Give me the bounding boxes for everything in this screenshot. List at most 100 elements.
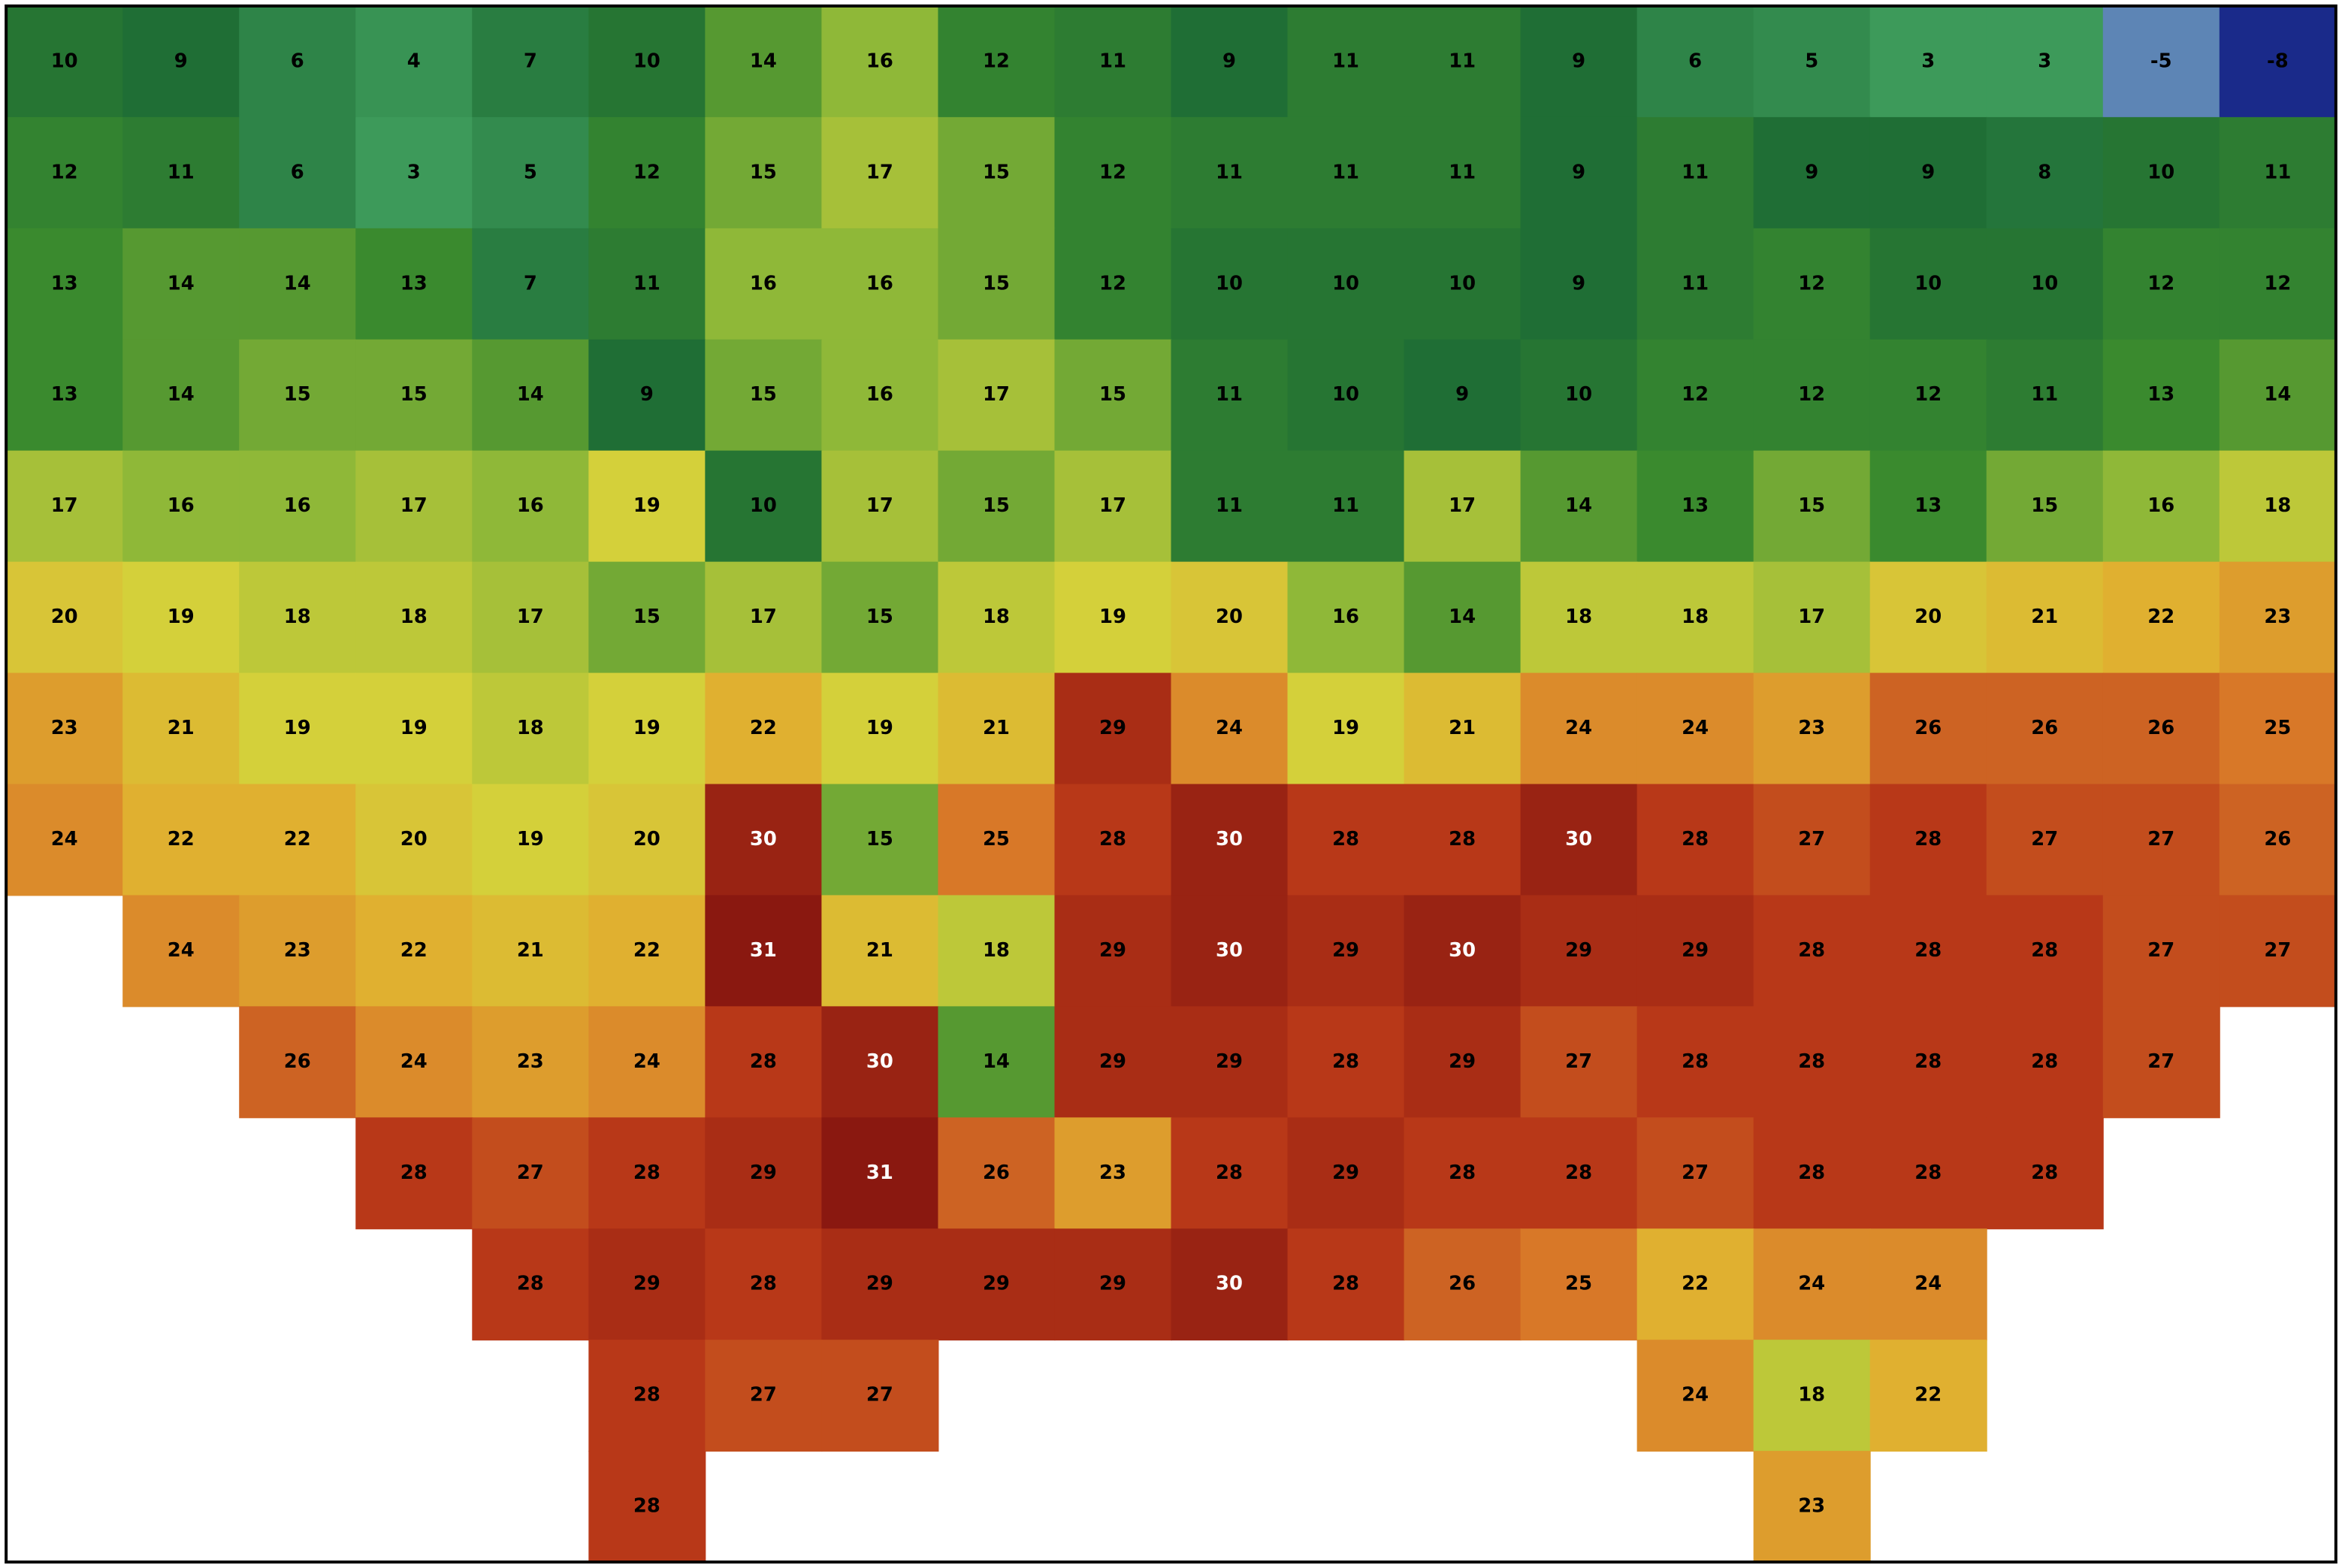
temperature-cell [1287, 561, 1405, 674]
label-layer: 10 9 6 4 7 10 14 16 12 11 9 11 11 9 6 5 3 3 -5 -8 12 11 6 3 5 12 1… [51, 50, 2292, 1517]
temperature-cell [938, 5, 1056, 118]
temperature-label: 19 [633, 717, 660, 739]
temperature-label: 11 [1099, 50, 1126, 72]
temperature-label: 22 [1682, 1273, 1709, 1295]
temperature-cell [1753, 561, 1871, 674]
temperature-label: 22 [2147, 606, 2174, 628]
temperature-label: 26 [2264, 828, 2291, 850]
temperature-label: 29 [1332, 939, 1359, 962]
temperature-cell [2219, 895, 2337, 1008]
temperature-label: 30 [750, 828, 777, 850]
temperature-cell [1753, 1340, 1871, 1452]
temperature-label: 11 [1216, 383, 1243, 406]
temperature-cell [1287, 1117, 1405, 1230]
temperature-cell [1171, 339, 1289, 452]
temperature-cell [2102, 784, 2220, 896]
temperature-cell [2102, 1006, 2220, 1119]
temperature-label: 20 [400, 828, 428, 850]
temperature-label: 15 [983, 494, 1010, 517]
temperature-label: 22 [750, 717, 777, 739]
temperature-label: 28 [1332, 828, 1359, 850]
temperature-label: 29 [1682, 939, 1709, 962]
temperature-label: 10 [1216, 272, 1243, 295]
temperature-cell [1636, 561, 1754, 674]
temperature-label: 22 [284, 828, 311, 850]
temperature-label: 28 [2031, 1162, 2058, 1184]
temperature-label: 13 [400, 272, 428, 295]
temperature-cell [588, 1006, 706, 1119]
temperature-label: 31 [866, 1162, 893, 1184]
temperature-label: 19 [633, 494, 660, 517]
temperature-label: 16 [1332, 606, 1359, 628]
temperature-label: 18 [1798, 1384, 1825, 1406]
temperature-cell [1404, 228, 1522, 340]
temperature-cell [1636, 1340, 1754, 1452]
temperature-cell [6, 450, 124, 563]
temperature-label: 6 [291, 50, 304, 72]
temperature-cell [821, 895, 939, 1008]
temperature-label: 24 [400, 1050, 428, 1073]
temperature-cell [355, 784, 473, 896]
temperature-cell [355, 895, 473, 1008]
temperature-cell [1636, 116, 1754, 229]
temperature-label: 27 [2147, 828, 2174, 850]
temperature-cell [1404, 1228, 1522, 1341]
temperature-label: -8 [2267, 50, 2289, 72]
temperature-label: 22 [1914, 1384, 1942, 1406]
temperature-cell [938, 450, 1056, 563]
temperature-cell [1753, 5, 1871, 118]
temperature-cell [355, 450, 473, 563]
temperature-label: 15 [400, 383, 428, 406]
temperature-label: 22 [168, 828, 195, 850]
temperature-cell [1986, 1006, 2104, 1119]
temperature-label: 17 [1099, 494, 1126, 517]
temperature-cell [1520, 339, 1638, 452]
temperature-cell [1636, 5, 1754, 118]
temperature-cell [821, 561, 939, 674]
temperature-label: 10 [1332, 383, 1359, 406]
temperature-cell [2219, 339, 2337, 452]
temperature-cell [1171, 895, 1289, 1008]
temperature-label: 23 [1099, 1162, 1126, 1184]
temperature-label: 19 [284, 717, 311, 739]
temperature-cell [2102, 450, 2220, 563]
temperature-cell [1171, 5, 1289, 118]
temperature-cell [1753, 784, 1871, 896]
field-layer [6, 5, 2337, 1563]
temperature-cell [1986, 450, 2104, 563]
temperature-label: 15 [2031, 494, 2058, 517]
temperature-label: 24 [1682, 1384, 1709, 1406]
temperature-cell [122, 450, 240, 563]
temperature-cell [1054, 1117, 1172, 1230]
temperature-cell [1753, 450, 1871, 563]
temperature-cell [472, 5, 590, 118]
temperature-label: 17 [983, 383, 1010, 406]
temperature-cell [355, 561, 473, 674]
temperature-label: 16 [750, 272, 777, 295]
temperature-label: 21 [866, 939, 893, 962]
temperature-label: 20 [1216, 606, 1243, 628]
temperature-label: 28 [1914, 939, 1942, 962]
temperature-cell [1171, 1228, 1289, 1341]
temperature-label: 29 [983, 1273, 1010, 1295]
temperature-label: 15 [866, 606, 893, 628]
temperature-cell [1753, 672, 1871, 785]
temperature-cell [821, 1006, 939, 1119]
temperature-cell [1404, 450, 1522, 563]
temperature-label: 19 [517, 828, 544, 850]
temperature-cell [2102, 672, 2220, 785]
temperature-cell [1753, 1006, 1871, 1119]
temperature-label: 11 [1216, 161, 1243, 183]
temperature-label: 28 [1565, 1162, 1592, 1184]
temperature-label: 9 [1572, 272, 1585, 295]
temperature-label: 14 [750, 50, 777, 72]
temperature-label: 28 [1914, 828, 1942, 850]
temperature-label: 11 [1682, 161, 1709, 183]
temperature-label: 16 [517, 494, 544, 517]
temperature-cell [821, 5, 939, 118]
temperature-cell [705, 1117, 823, 1230]
temperature-cell [938, 561, 1056, 674]
temperature-cell [1171, 1117, 1289, 1230]
temperature-label: 18 [1682, 606, 1709, 628]
temperature-cell [1869, 895, 1987, 1008]
